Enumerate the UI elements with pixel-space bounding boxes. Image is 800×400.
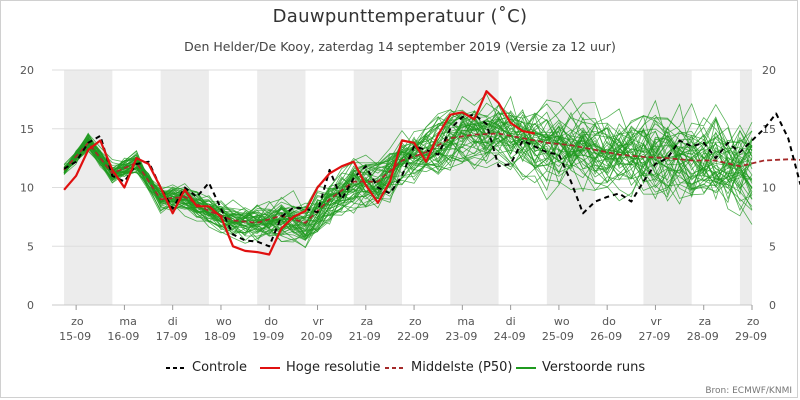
x-tick-date: 18-09 xyxy=(204,330,236,343)
legend-verstoorde-label: Verstoorde runs xyxy=(542,360,646,375)
ensemble-line xyxy=(63,116,753,241)
y-tick-label-left: 15 xyxy=(20,123,34,136)
x-tick-date: 16-09 xyxy=(107,330,139,343)
legend-controle-label: Controle xyxy=(192,360,247,375)
x-tick-day: wo xyxy=(216,315,232,328)
x-tick-date: 21-09 xyxy=(349,330,381,343)
x-axis: zo 15-09 ma 16-09 di 17-09 wo 18-09 do 19-09 vr 20-… xyxy=(59,305,767,343)
y-tick-label-left: 20 xyxy=(20,64,34,77)
ensemble-line xyxy=(63,109,753,228)
legend-controle[interactable]: Controle xyxy=(166,360,247,375)
legend-verstoorde[interactable]: Verstoorde runs xyxy=(516,360,645,375)
ensemble-line xyxy=(63,112,753,226)
y-axis-left: 0 5 10 15 20 xyxy=(20,64,34,312)
ensemble-line xyxy=(63,118,753,243)
y-tick-label-right: 20 xyxy=(762,64,776,77)
x-tick-date: 20-09 xyxy=(301,330,333,343)
x-tick-day: ma xyxy=(457,315,474,328)
x-tick-day: do xyxy=(602,315,616,328)
x-tick-day: wo xyxy=(554,315,570,328)
x-tick-day: vr xyxy=(313,315,325,328)
x-tick-day: za xyxy=(361,315,374,328)
hoge-resolutie-line xyxy=(63,90,536,256)
y-tick-label-left: 0 xyxy=(27,299,34,312)
x-tick-date: 23-09 xyxy=(445,330,477,343)
legend-hoge-resolutie-swatch xyxy=(260,366,280,369)
x-tick-day: zo xyxy=(747,315,760,328)
x-tick-day: di xyxy=(506,315,516,328)
x-tick-date: 25-09 xyxy=(542,330,574,343)
y-tick-label-left: 5 xyxy=(27,240,34,253)
legend-hoge-resolutie[interactable]: Hoge resolutie xyxy=(260,360,380,375)
x-tick-date: 29-09 xyxy=(735,330,767,343)
ensemble-line xyxy=(63,110,753,236)
x-tick-day: za xyxy=(699,315,712,328)
legend-middelste[interactable]: Middelste (P50) xyxy=(385,360,512,375)
x-tick-date: 27-09 xyxy=(638,330,670,343)
main-lines xyxy=(63,90,800,256)
chart-subtitle: Den Helder/De Kooy, zaterdag 14 septembe… xyxy=(184,39,616,54)
x-tick-day: di xyxy=(168,315,178,328)
legend-controle-swatch xyxy=(166,366,186,369)
x-tick-day: zo xyxy=(71,315,84,328)
x-tick-date: 22-09 xyxy=(397,330,429,343)
ensemble-line xyxy=(63,99,753,237)
x-tick-date: 24-09 xyxy=(494,330,526,343)
y-tick-label-right: 15 xyxy=(762,123,776,136)
controle-line xyxy=(63,112,800,248)
x-tick-day: do xyxy=(264,315,278,328)
x-tick-day: zo xyxy=(409,315,422,328)
middelste-line xyxy=(63,132,800,224)
credits[interactable]: Bron: ECMWF/KNMI xyxy=(705,386,792,396)
y-tick-label-right: 0 xyxy=(769,299,776,312)
ensemble-line xyxy=(63,127,753,240)
chart-title: Dauwpunttemperatuur (˚C) xyxy=(272,6,528,27)
x-tick-date: 26-09 xyxy=(590,330,622,343)
x-tick-day: ma xyxy=(119,315,136,328)
ensemble-line xyxy=(63,99,753,240)
x-tick-day: vr xyxy=(650,315,662,328)
legend-middelste-label: Middelste (P50) xyxy=(411,360,513,375)
y-tick-label-left: 10 xyxy=(20,182,34,195)
ensemble-line xyxy=(63,127,753,232)
y-tick-label-right: 10 xyxy=(762,182,776,195)
x-tick-date: 19-09 xyxy=(252,330,284,343)
y-axis-right: 0 5 10 15 20 xyxy=(762,64,776,312)
x-tick-date: 28-09 xyxy=(687,330,719,343)
legend-verstoorde-swatch xyxy=(516,366,536,369)
x-tick-date: 15-09 xyxy=(59,330,91,343)
legend-hoge-resolutie-label: Hoge resolutie xyxy=(286,360,381,375)
x-tick-date: 17-09 xyxy=(156,330,188,343)
legend-middelste-swatch xyxy=(385,366,405,369)
y-tick-label-right: 5 xyxy=(769,240,776,253)
